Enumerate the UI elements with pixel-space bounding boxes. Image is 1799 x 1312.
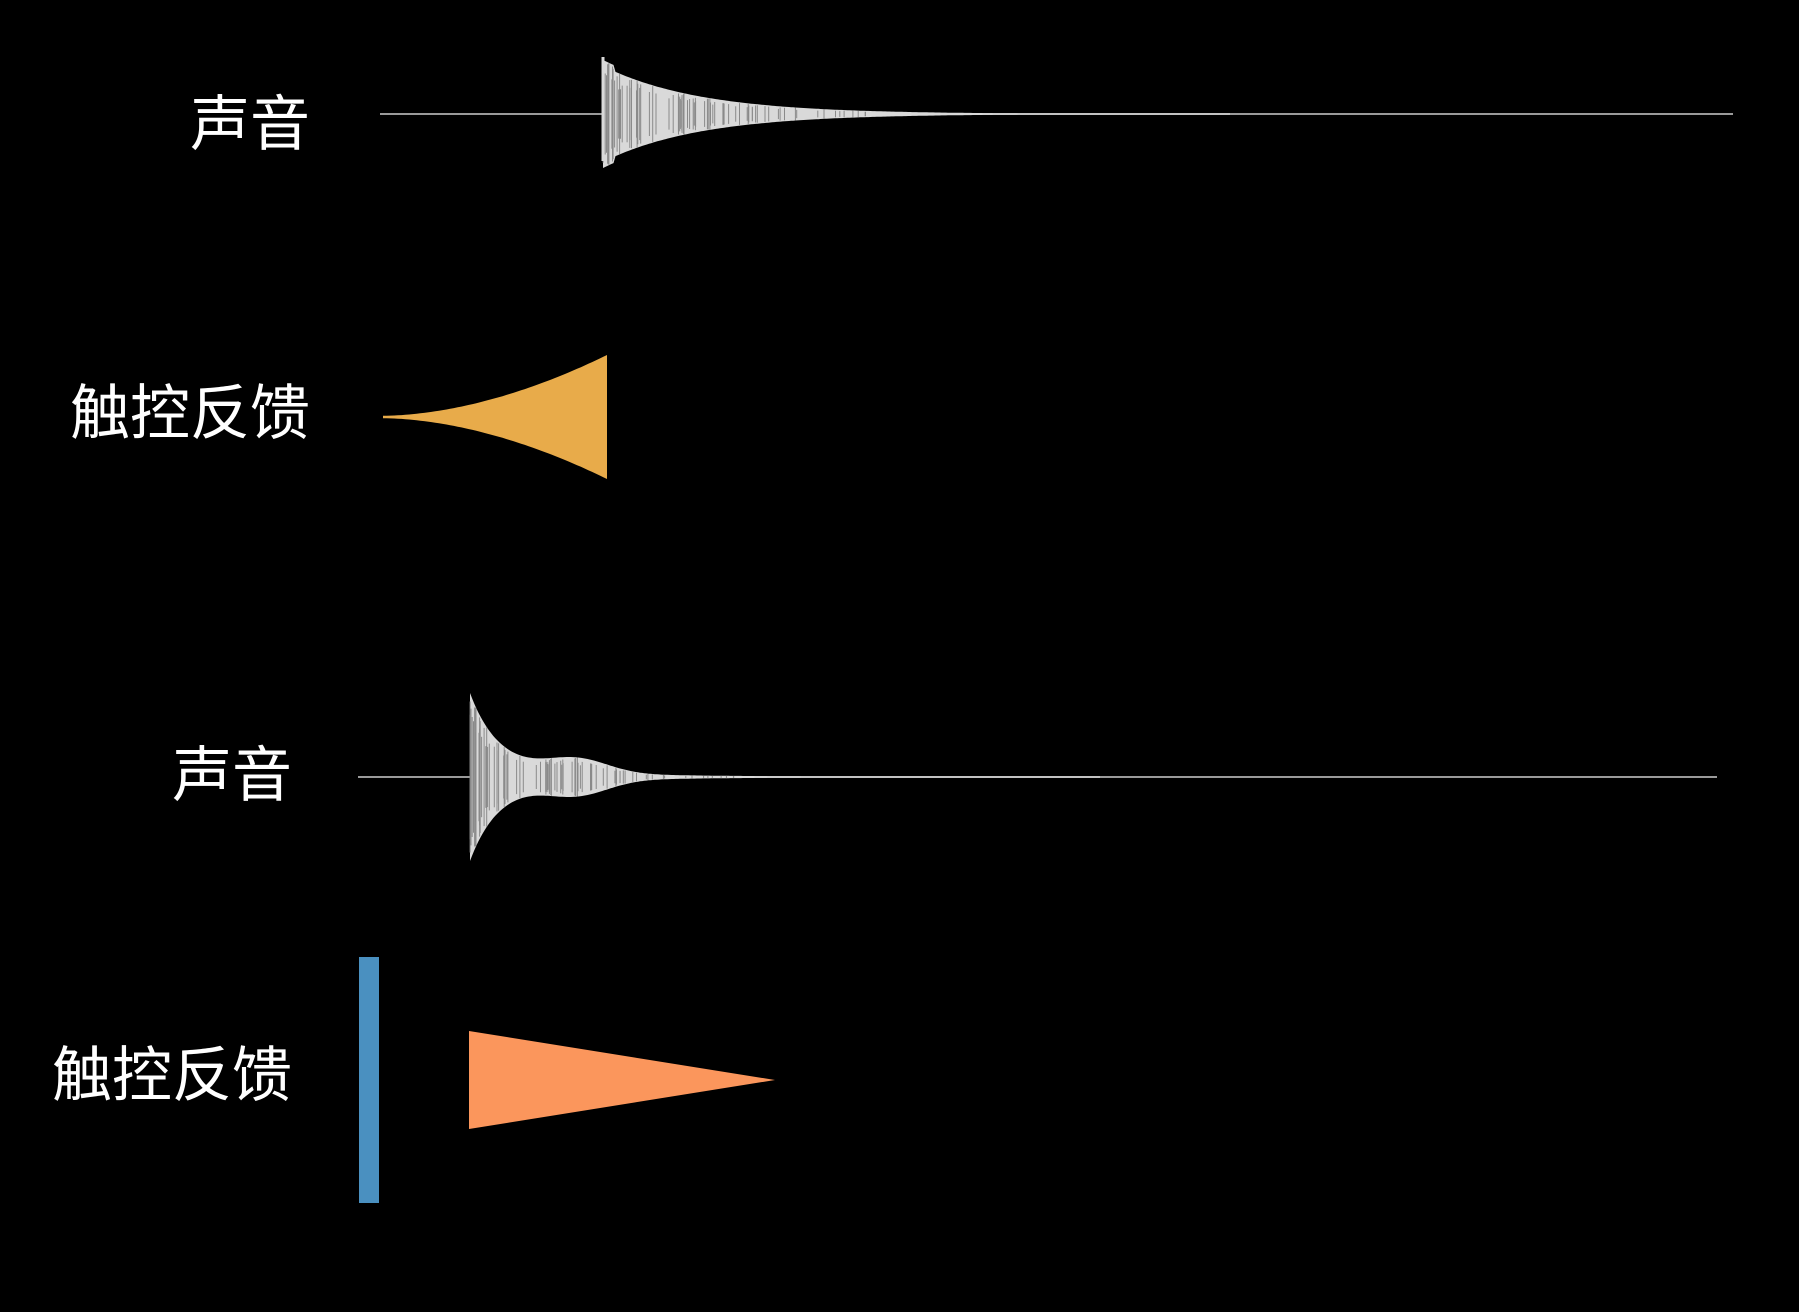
row1-sound-label: 声音	[190, 90, 310, 160]
row1-sound-waveform	[601, 57, 1230, 168]
row3-sound-waveform	[469, 693, 1100, 861]
row4-haptic-shape	[469, 1031, 775, 1129]
wave2-envelope	[470, 693, 1100, 861]
row4-start-marker	[359, 957, 379, 1203]
row2-haptic-shape	[383, 355, 607, 479]
row3-sound-label: 声音	[172, 741, 292, 811]
row2-haptic-label: 触控反馈	[70, 379, 310, 449]
wave1-envelope	[603, 60, 1230, 168]
row4-haptic-label: 触控反馈	[52, 1041, 292, 1111]
